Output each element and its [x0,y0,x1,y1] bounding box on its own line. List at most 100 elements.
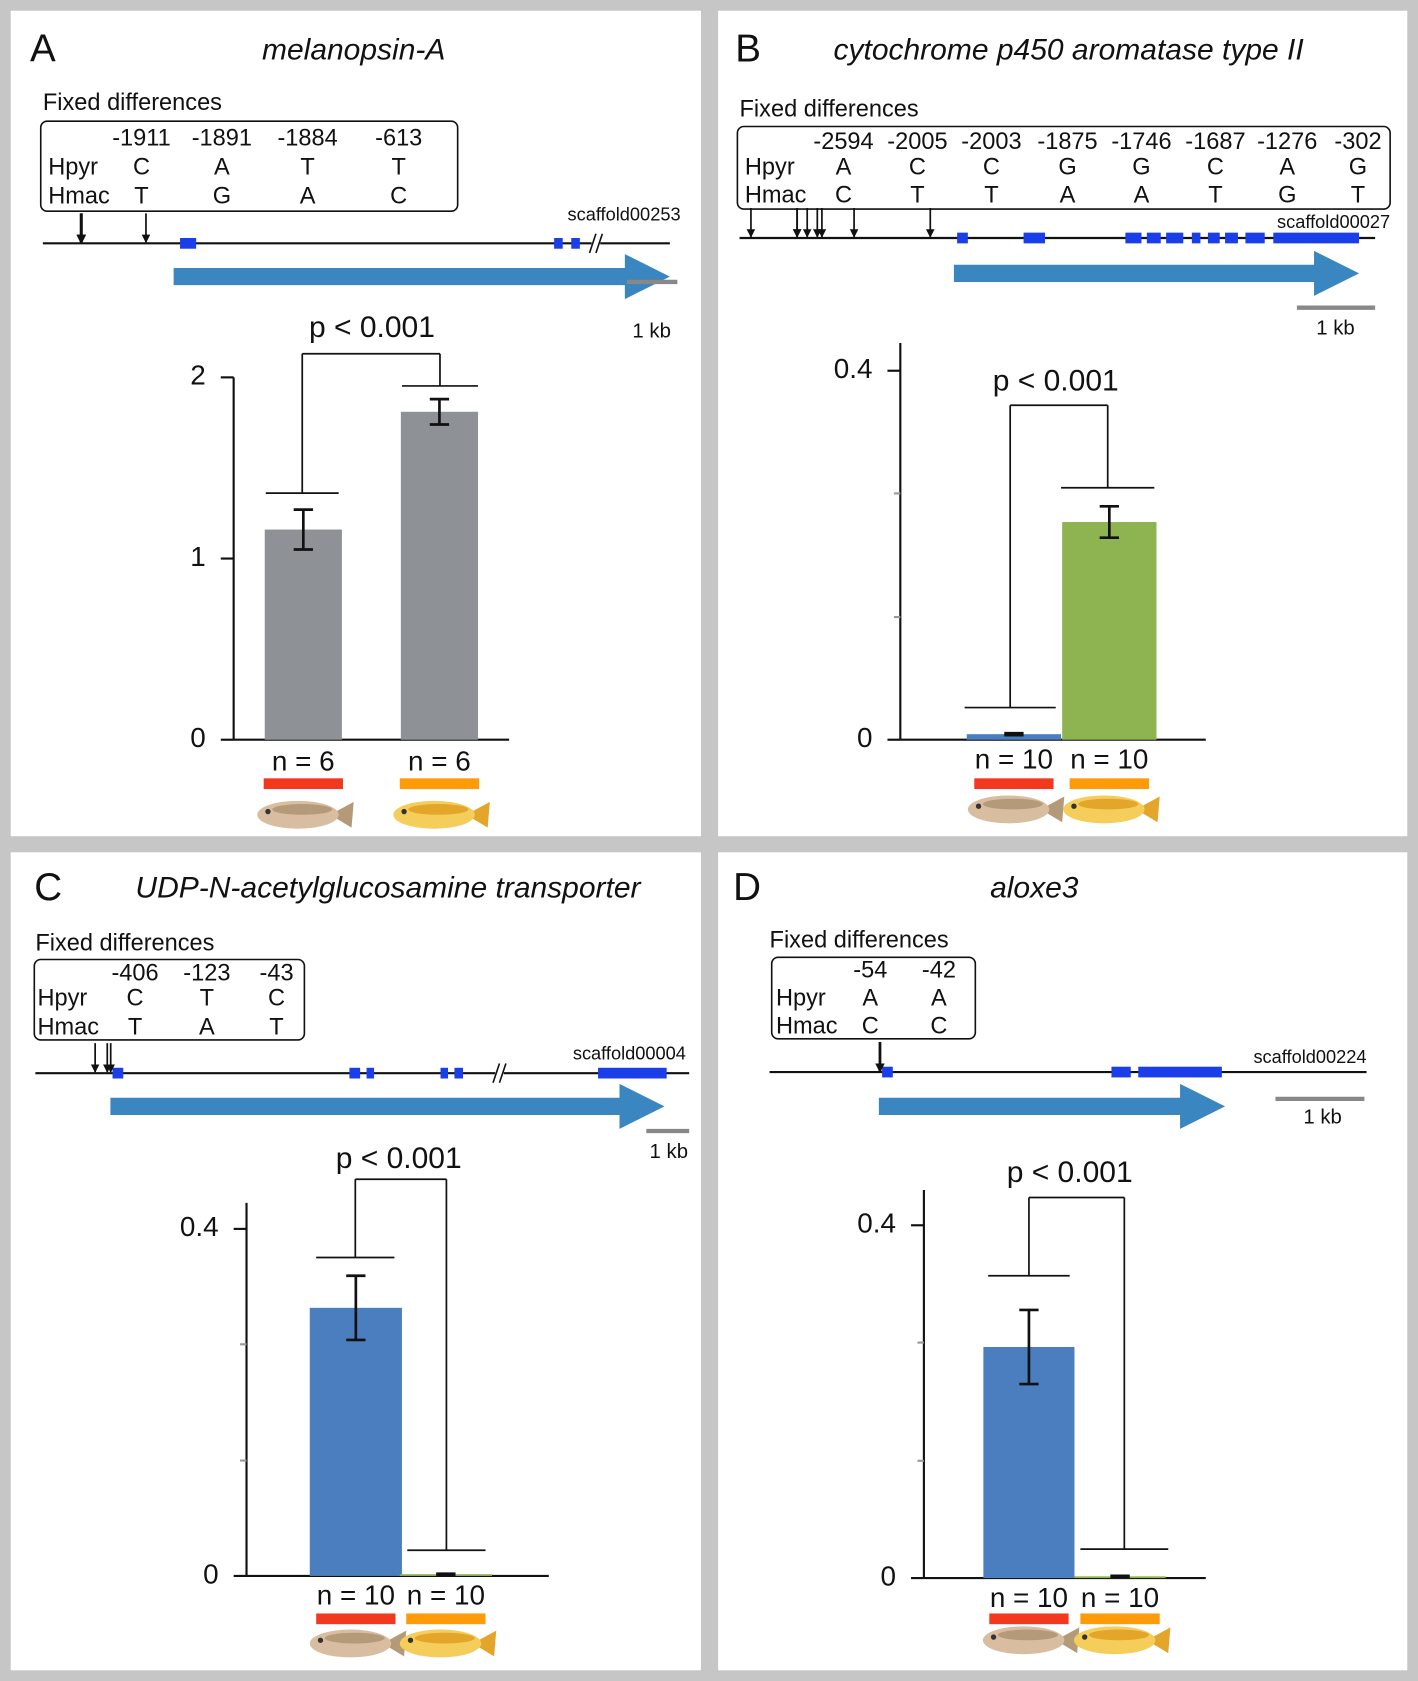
exon [1166,232,1184,244]
fish-eye [1071,803,1077,809]
position-label: -2005 [887,128,947,154]
position-label: -302 [1334,128,1381,154]
base-label: A [199,1013,215,1039]
exon [454,1067,464,1079]
fish-back [324,1632,385,1644]
species-label: Hmac [776,1012,838,1038]
base-label: G [213,182,231,208]
fish-eye [975,803,982,809]
group-underline [1080,1613,1160,1625]
base-label: T [910,181,924,207]
error-bar [1004,731,1024,737]
exon [598,1067,667,1079]
fish-eye [265,808,271,815]
fish-eye [407,1637,414,1643]
y-tick-label: 0.4 [180,1211,219,1242]
gene-arrow-head [619,1083,665,1129]
exon [1207,232,1220,244]
species-label: Hpyr [38,984,88,1010]
base-label: C [835,181,852,207]
fish-icon [1063,795,1160,824]
scale-label: 1 kb [1316,317,1354,339]
base-label: A [836,154,852,180]
fish-tail [330,801,354,828]
panel-letter: B [735,28,761,71]
panel-letter: C [34,866,62,909]
fish-eye [401,808,407,815]
break-mark [492,1063,501,1084]
group-underline [974,778,1054,790]
exon [1146,232,1161,244]
bar [1062,522,1157,740]
error-bar [1110,1574,1130,1579]
gene-arrow-head [624,254,670,300]
fish-back [1088,1629,1149,1641]
error-bar [293,508,313,551]
fish-back [982,798,1043,810]
error-bar [1019,1308,1039,1386]
error-bar [436,1572,456,1576]
position-label: -2594 [813,128,873,154]
position-label: -1891 [192,125,252,151]
scale-label: 1 kb [1303,1107,1341,1129]
fish-eye [317,1637,324,1643]
position-label: -54 [853,957,887,983]
fish-tail [472,1630,497,1657]
position-label: -1276 [1257,128,1317,154]
fish-icon [1073,1626,1171,1655]
fish-tail [1146,1627,1171,1654]
exon [1225,232,1238,244]
exon [1273,232,1360,244]
break-mark [498,1063,507,1084]
fish-icon [309,1629,407,1658]
position-label: -406 [111,960,158,986]
exon [1125,232,1142,244]
species-label: Hmac [745,181,807,207]
scaffold-label: scaffold00027 [1277,212,1390,232]
base-label: C [983,154,1000,180]
y-tick-label: 1 [190,541,205,572]
fixed-differences-label: Fixed differences [43,89,222,115]
fixed-differences-box [736,125,1391,210]
exon [957,232,968,244]
species-label: Hmac [38,1013,100,1039]
base-label: A [931,984,947,1010]
base-label: G [1132,154,1150,180]
fixed-differences-box [770,956,977,1040]
x-tick-label: n = 10 [1081,1582,1159,1613]
position-label: -613 [375,125,422,151]
base-label: G [1349,154,1367,180]
position-label: -1911 [112,125,171,151]
base-label: C [133,154,150,180]
group-underline [989,1613,1069,1625]
bar [983,1346,1075,1579]
group-underline [406,1613,486,1625]
fish-back [272,804,333,815]
scale-label: 1 kb [632,321,670,343]
break-gap [495,1066,504,1080]
fixed-differences-label: Fixed differences [740,96,919,122]
exon [1191,232,1201,244]
break-mark [588,233,597,254]
fish-back [414,1632,475,1644]
base-label: C [909,154,926,180]
position-label: -1746 [1111,128,1171,154]
species-label: Hpyr [745,154,795,180]
exon [571,237,580,249]
fish-back [1078,798,1139,810]
position-label: -2003 [961,128,1021,154]
fixed-differences-box [33,958,306,1041]
fish-tail [1040,796,1065,823]
x-tick-label: n = 6 [408,746,471,777]
base-label: A [1279,154,1295,180]
fish-back [997,1629,1058,1641]
y-tick-label: 0 [857,722,872,753]
group-underline [316,1613,396,1625]
break-gap [591,236,601,250]
x-tick-label: n = 6 [272,746,335,777]
y-tick-label: 0 [203,1558,218,1589]
p-value: p < 0.001 [309,311,435,344]
base-label: A [862,984,878,1010]
x-tick-label: n = 10 [990,1582,1068,1613]
